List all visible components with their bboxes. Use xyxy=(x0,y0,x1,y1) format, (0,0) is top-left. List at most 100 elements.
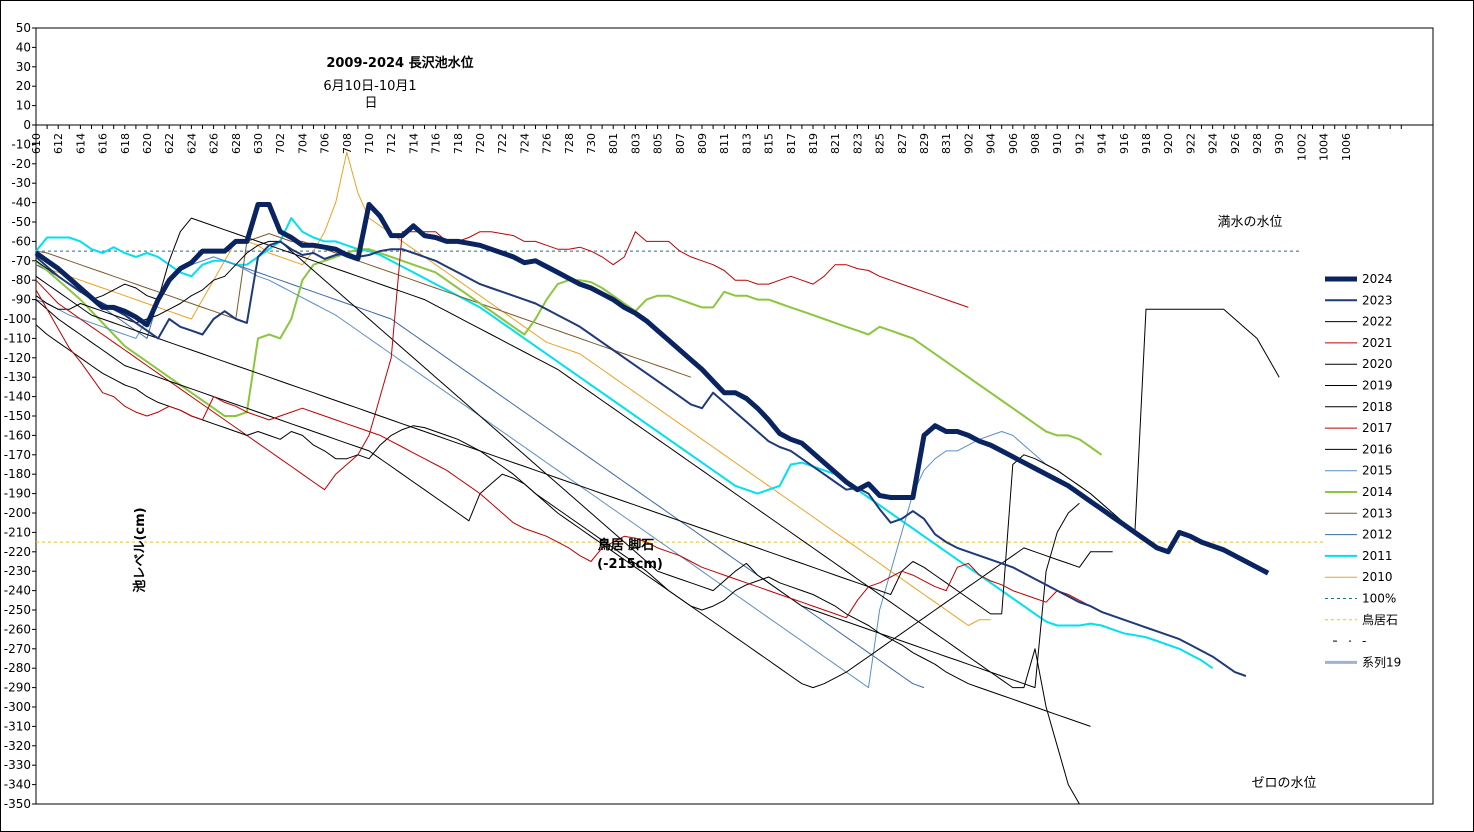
annotation-torii-line2: (-215cm) xyxy=(597,557,663,572)
chart-subtitle-line2: 日 xyxy=(364,96,377,111)
series-line-2017 xyxy=(35,231,969,491)
y-axis-label: 池レベル(cm) xyxy=(132,507,148,592)
x-tick-label: 614 xyxy=(74,133,87,154)
x-tick-label: 928 xyxy=(1251,133,1264,154)
y-tick-label: -350 xyxy=(4,797,31,811)
x-tick-label: 823 xyxy=(851,133,864,154)
series-line-2013 xyxy=(35,233,692,378)
series-line-2010 xyxy=(35,151,991,626)
series-line-2020 xyxy=(35,324,1091,727)
legend-label-2023: 2023 xyxy=(1362,293,1393,307)
y-tick-label: -190 xyxy=(4,487,31,501)
y-tick-label: -280 xyxy=(4,661,31,675)
x-tick-label: 630 xyxy=(252,133,265,154)
legend-label-2021: 2021 xyxy=(1362,336,1393,350)
y-tick-label: 10 xyxy=(16,99,31,113)
legend-label-2018: 2018 xyxy=(1362,400,1393,414)
x-tick-label: 803 xyxy=(629,133,642,154)
x-tick-label: 724 xyxy=(518,133,531,154)
y-tick-label: -210 xyxy=(4,525,31,539)
x-tick-label: 708 xyxy=(341,133,354,154)
legend-label--: - xyxy=(1362,634,1366,648)
y-tick-label: -300 xyxy=(4,700,31,714)
y-tick-label: -110 xyxy=(4,331,31,345)
legend-label-2019: 2019 xyxy=(1362,379,1393,393)
legend-label-2016: 2016 xyxy=(1362,442,1393,456)
chart-subtitle-line1: 6月10日-10月1 xyxy=(323,79,416,94)
legend: 2024 2023 2022 2021 2020 2019 2018 2017 2016 2015… xyxy=(1325,272,1401,669)
x-tick-label: 817 xyxy=(785,133,798,154)
x-tick-label: 904 xyxy=(985,133,998,154)
x-tick-label: 1006 xyxy=(1340,133,1353,161)
x-tick-label: 811 xyxy=(718,133,731,154)
y-tick-label: 20 xyxy=(16,79,31,93)
x-tick-label: 620 xyxy=(141,133,154,154)
y-tick-label: -180 xyxy=(4,467,31,481)
series-line-2019 xyxy=(35,275,1280,615)
y-tick-label: -80 xyxy=(11,273,31,287)
legend-label-2013: 2013 xyxy=(1362,506,1393,520)
y-tick-label: -250 xyxy=(4,603,31,617)
legend-label-2010: 2010 xyxy=(1362,570,1393,584)
x-tick-label: 926 xyxy=(1229,133,1242,154)
y-tick-label: -50 xyxy=(11,215,31,229)
y-tick-label: -290 xyxy=(4,681,31,695)
y-tick-label: -340 xyxy=(4,778,31,792)
y-tick-label: -200 xyxy=(4,506,31,520)
y-tick-label: -20 xyxy=(11,157,31,171)
series-line-2024 xyxy=(34,202,1270,576)
y-tick-label: -330 xyxy=(4,758,31,772)
y-tick-label: 50 xyxy=(16,21,31,35)
x-tick-label: 805 xyxy=(652,133,665,154)
series-line-2015 xyxy=(35,256,1136,689)
series-line-2022 xyxy=(35,217,1080,805)
x-tick-label: 618 xyxy=(119,133,132,154)
x-tick-label: 914 xyxy=(1096,133,1109,154)
x-tick-label: 813 xyxy=(740,133,753,154)
x-tick-label: 612 xyxy=(52,133,65,154)
x-tick-label: 726 xyxy=(541,133,554,154)
x-tick-label: 722 xyxy=(496,133,509,154)
y-axis: 50 40 30 20 10 0 -10 -20 -30 -40 -50 -60 -70 -80 -90 -1… xyxy=(4,21,37,811)
y-tick-label: -270 xyxy=(4,642,31,656)
y-tick-label: -40 xyxy=(11,196,31,210)
x-tick-label: 626 xyxy=(208,133,221,154)
x-tick-label: 821 xyxy=(829,133,842,154)
x-tick-label: 1002 xyxy=(1295,133,1308,161)
x-tick-label: 706 xyxy=(319,133,332,154)
y-tick-label: -10 xyxy=(11,137,31,151)
series-layer xyxy=(34,151,1324,805)
series-line-2016 xyxy=(35,240,1080,689)
x-tick-label: 831 xyxy=(940,133,953,154)
y-tick-label: -150 xyxy=(4,409,31,423)
legend-label-2012: 2012 xyxy=(1362,528,1393,542)
legend-label-2014: 2014 xyxy=(1362,485,1393,499)
y-tick-label: -60 xyxy=(11,234,31,248)
x-tick-label: 918 xyxy=(1140,133,1153,154)
x-tick-label: 801 xyxy=(607,133,620,154)
x-axis: 610 612 614 616 618 620 622 624 626 628 630 702 704 7… xyxy=(30,124,1433,161)
x-tick-label: 827 xyxy=(896,133,909,154)
legend-label-2024: 2024 xyxy=(1362,272,1393,286)
x-tick-label: 616 xyxy=(97,133,110,154)
x-tick-label: 912 xyxy=(1073,133,1086,154)
y-tick-label: -320 xyxy=(4,739,31,753)
x-tick-label: 704 xyxy=(296,133,309,154)
legend-label-2011: 2011 xyxy=(1362,549,1393,563)
legend-label-鳥居石: 鳥居石 xyxy=(1362,612,1398,627)
legend-label-2015: 2015 xyxy=(1362,464,1393,478)
series-line-2021 xyxy=(35,289,1091,619)
x-tick-label: 819 xyxy=(807,133,820,154)
x-tick-label: 712 xyxy=(385,133,398,154)
x-tick-label: 924 xyxy=(1207,133,1220,154)
x-tick-label: 718 xyxy=(452,133,465,154)
annotation-zero-level: ゼロの水位 xyxy=(1251,776,1316,791)
y-tick-label: -260 xyxy=(4,622,31,636)
legend-label-系列19: 系列19 xyxy=(1362,655,1401,669)
x-tick-label: 610 xyxy=(30,133,43,154)
x-tick-label: 728 xyxy=(563,133,576,154)
x-tick-label: 1004 xyxy=(1318,133,1331,161)
legend-label-100%: 100% xyxy=(1362,592,1396,606)
